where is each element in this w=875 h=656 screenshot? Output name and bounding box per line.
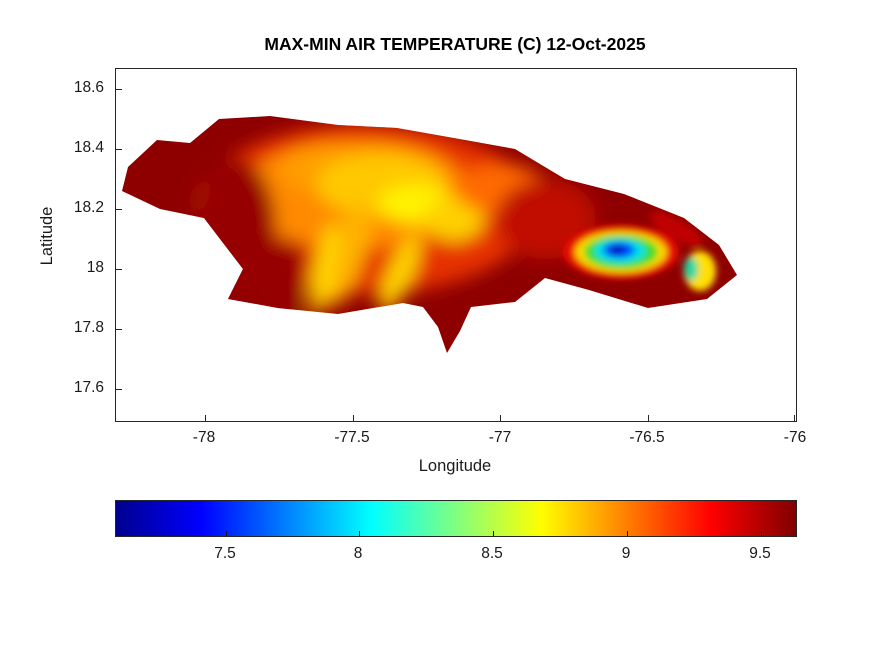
colorbar-tick-label: 8: [353, 545, 363, 562]
x-axis-label: Longitude: [418, 457, 492, 475]
chart-title: MAX-MIN AIR TEMPERATURE (C) 12-Oct-2025: [264, 34, 646, 54]
plot-area: [115, 68, 797, 422]
jamaica-heatmap-svg: [122, 116, 737, 353]
x-tick-mark: [794, 415, 795, 421]
colorbar-tick-mark: [761, 531, 762, 536]
colorbar-tick-label: 7.5: [214, 545, 236, 562]
y-axis-label: Latitude: [38, 206, 56, 266]
island-temperature-field: [122, 116, 737, 353]
x-tick-label: -77.5: [334, 429, 370, 446]
colorbar-tick-mark: [359, 531, 360, 536]
x-tick-mark: [353, 415, 354, 421]
x-tick-label: -76: [783, 429, 807, 446]
colorbar: [115, 500, 797, 537]
y-tick-label: 18: [86, 259, 104, 276]
y-tick-mark: [116, 209, 122, 210]
y-tick-label: 18.6: [73, 79, 104, 96]
colorbar-tick-label: 9: [621, 545, 631, 562]
y-tick-label: 18.2: [73, 199, 104, 216]
blue-mountains-cold-core: [563, 211, 716, 291]
x-tick-mark: [648, 415, 649, 421]
x-tick-mark: [205, 415, 206, 421]
y-tick-label: 17.6: [73, 379, 104, 396]
colorbar-tick-mark: [226, 531, 227, 536]
x-tick-label: -77: [488, 429, 512, 446]
y-tick-mark: [116, 389, 122, 390]
colorbar-tick-mark: [493, 531, 494, 536]
y-tick-mark: [116, 149, 122, 150]
y-tick-label: 18.4: [73, 139, 104, 156]
colorbar-tick-label: 9.5: [749, 545, 771, 562]
x-tick-label: -78: [192, 429, 216, 446]
colorbar-tick-mark: [627, 531, 628, 536]
colorbar-tick-label: 8.5: [481, 545, 503, 562]
y-tick-label: 17.8: [73, 319, 104, 336]
y-tick-mark: [116, 269, 122, 270]
x-tick-label: -76.5: [629, 429, 665, 446]
x-tick-mark: [500, 415, 501, 421]
warm-interior-blobs: [196, 124, 596, 329]
y-tick-mark: [116, 329, 122, 330]
y-tick-mark: [116, 89, 122, 90]
